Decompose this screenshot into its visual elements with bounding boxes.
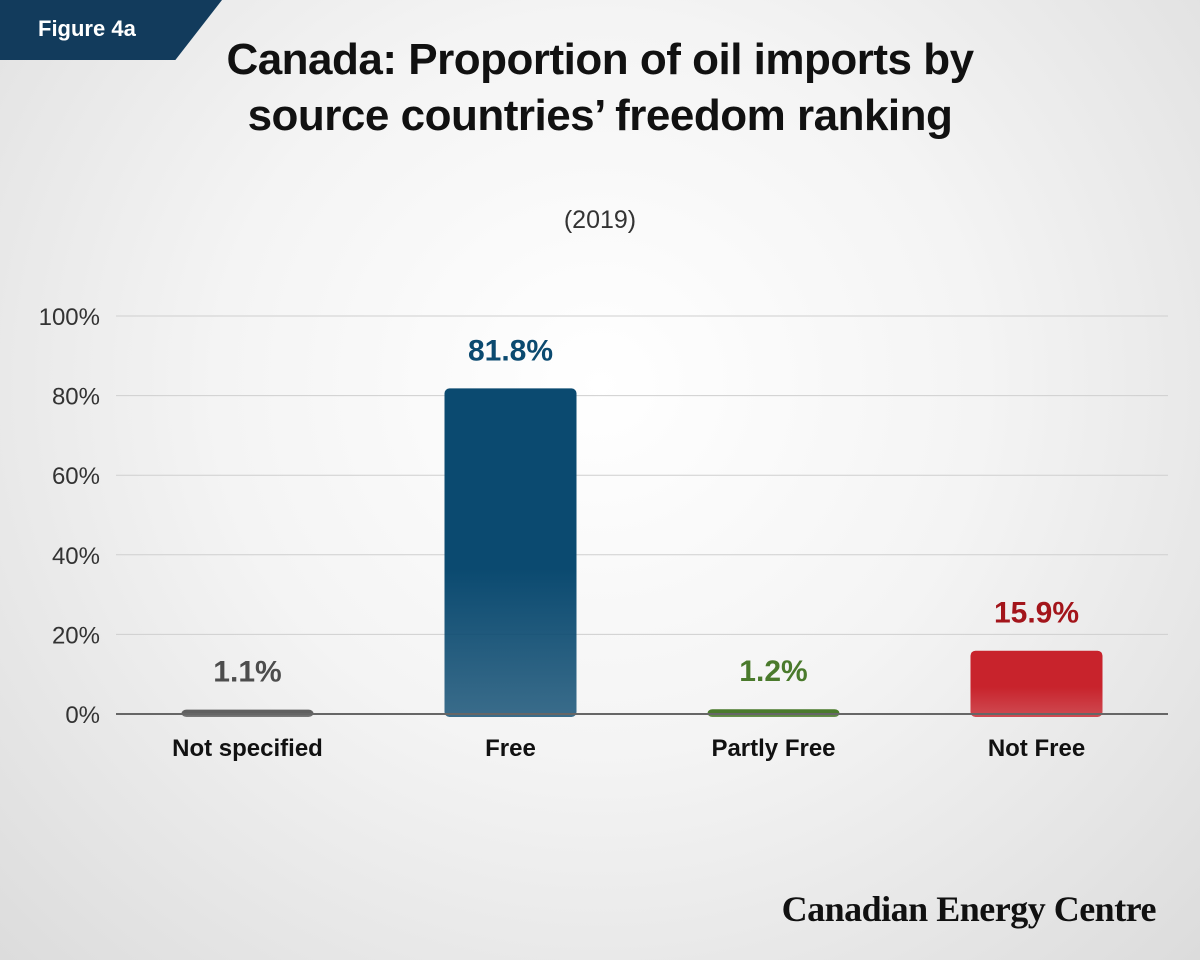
x-tick-label: Not specified: [172, 735, 323, 762]
data-label: 15.9%: [994, 597, 1079, 630]
bar: [970, 650, 1103, 717]
y-tick-label: 20%: [52, 622, 100, 649]
data-label: 1.1%: [213, 656, 281, 689]
x-tick-label: Free: [485, 735, 536, 762]
data-label: 1.2%: [739, 655, 807, 688]
bar: [444, 388, 577, 717]
figure-tag-label: Figure 4a: [38, 16, 136, 41]
y-tick-label: 40%: [52, 543, 100, 570]
y-tick-label: 60%: [52, 463, 100, 490]
data-label: 81.8%: [468, 334, 553, 367]
y-tick-label: 0%: [65, 702, 100, 729]
brand-logo: Canadian Energy Centre: [781, 889, 1157, 929]
y-tick-label: 100%: [39, 304, 100, 331]
chart-title: Canada: Proportion of oil imports by sou…: [226, 35, 974, 140]
y-tick-label: 80%: [52, 384, 100, 411]
chart-subtitle: (2019): [563, 206, 637, 234]
x-tick-label: Not Free: [988, 735, 1085, 762]
x-tick-label: Partly Free: [711, 735, 835, 762]
